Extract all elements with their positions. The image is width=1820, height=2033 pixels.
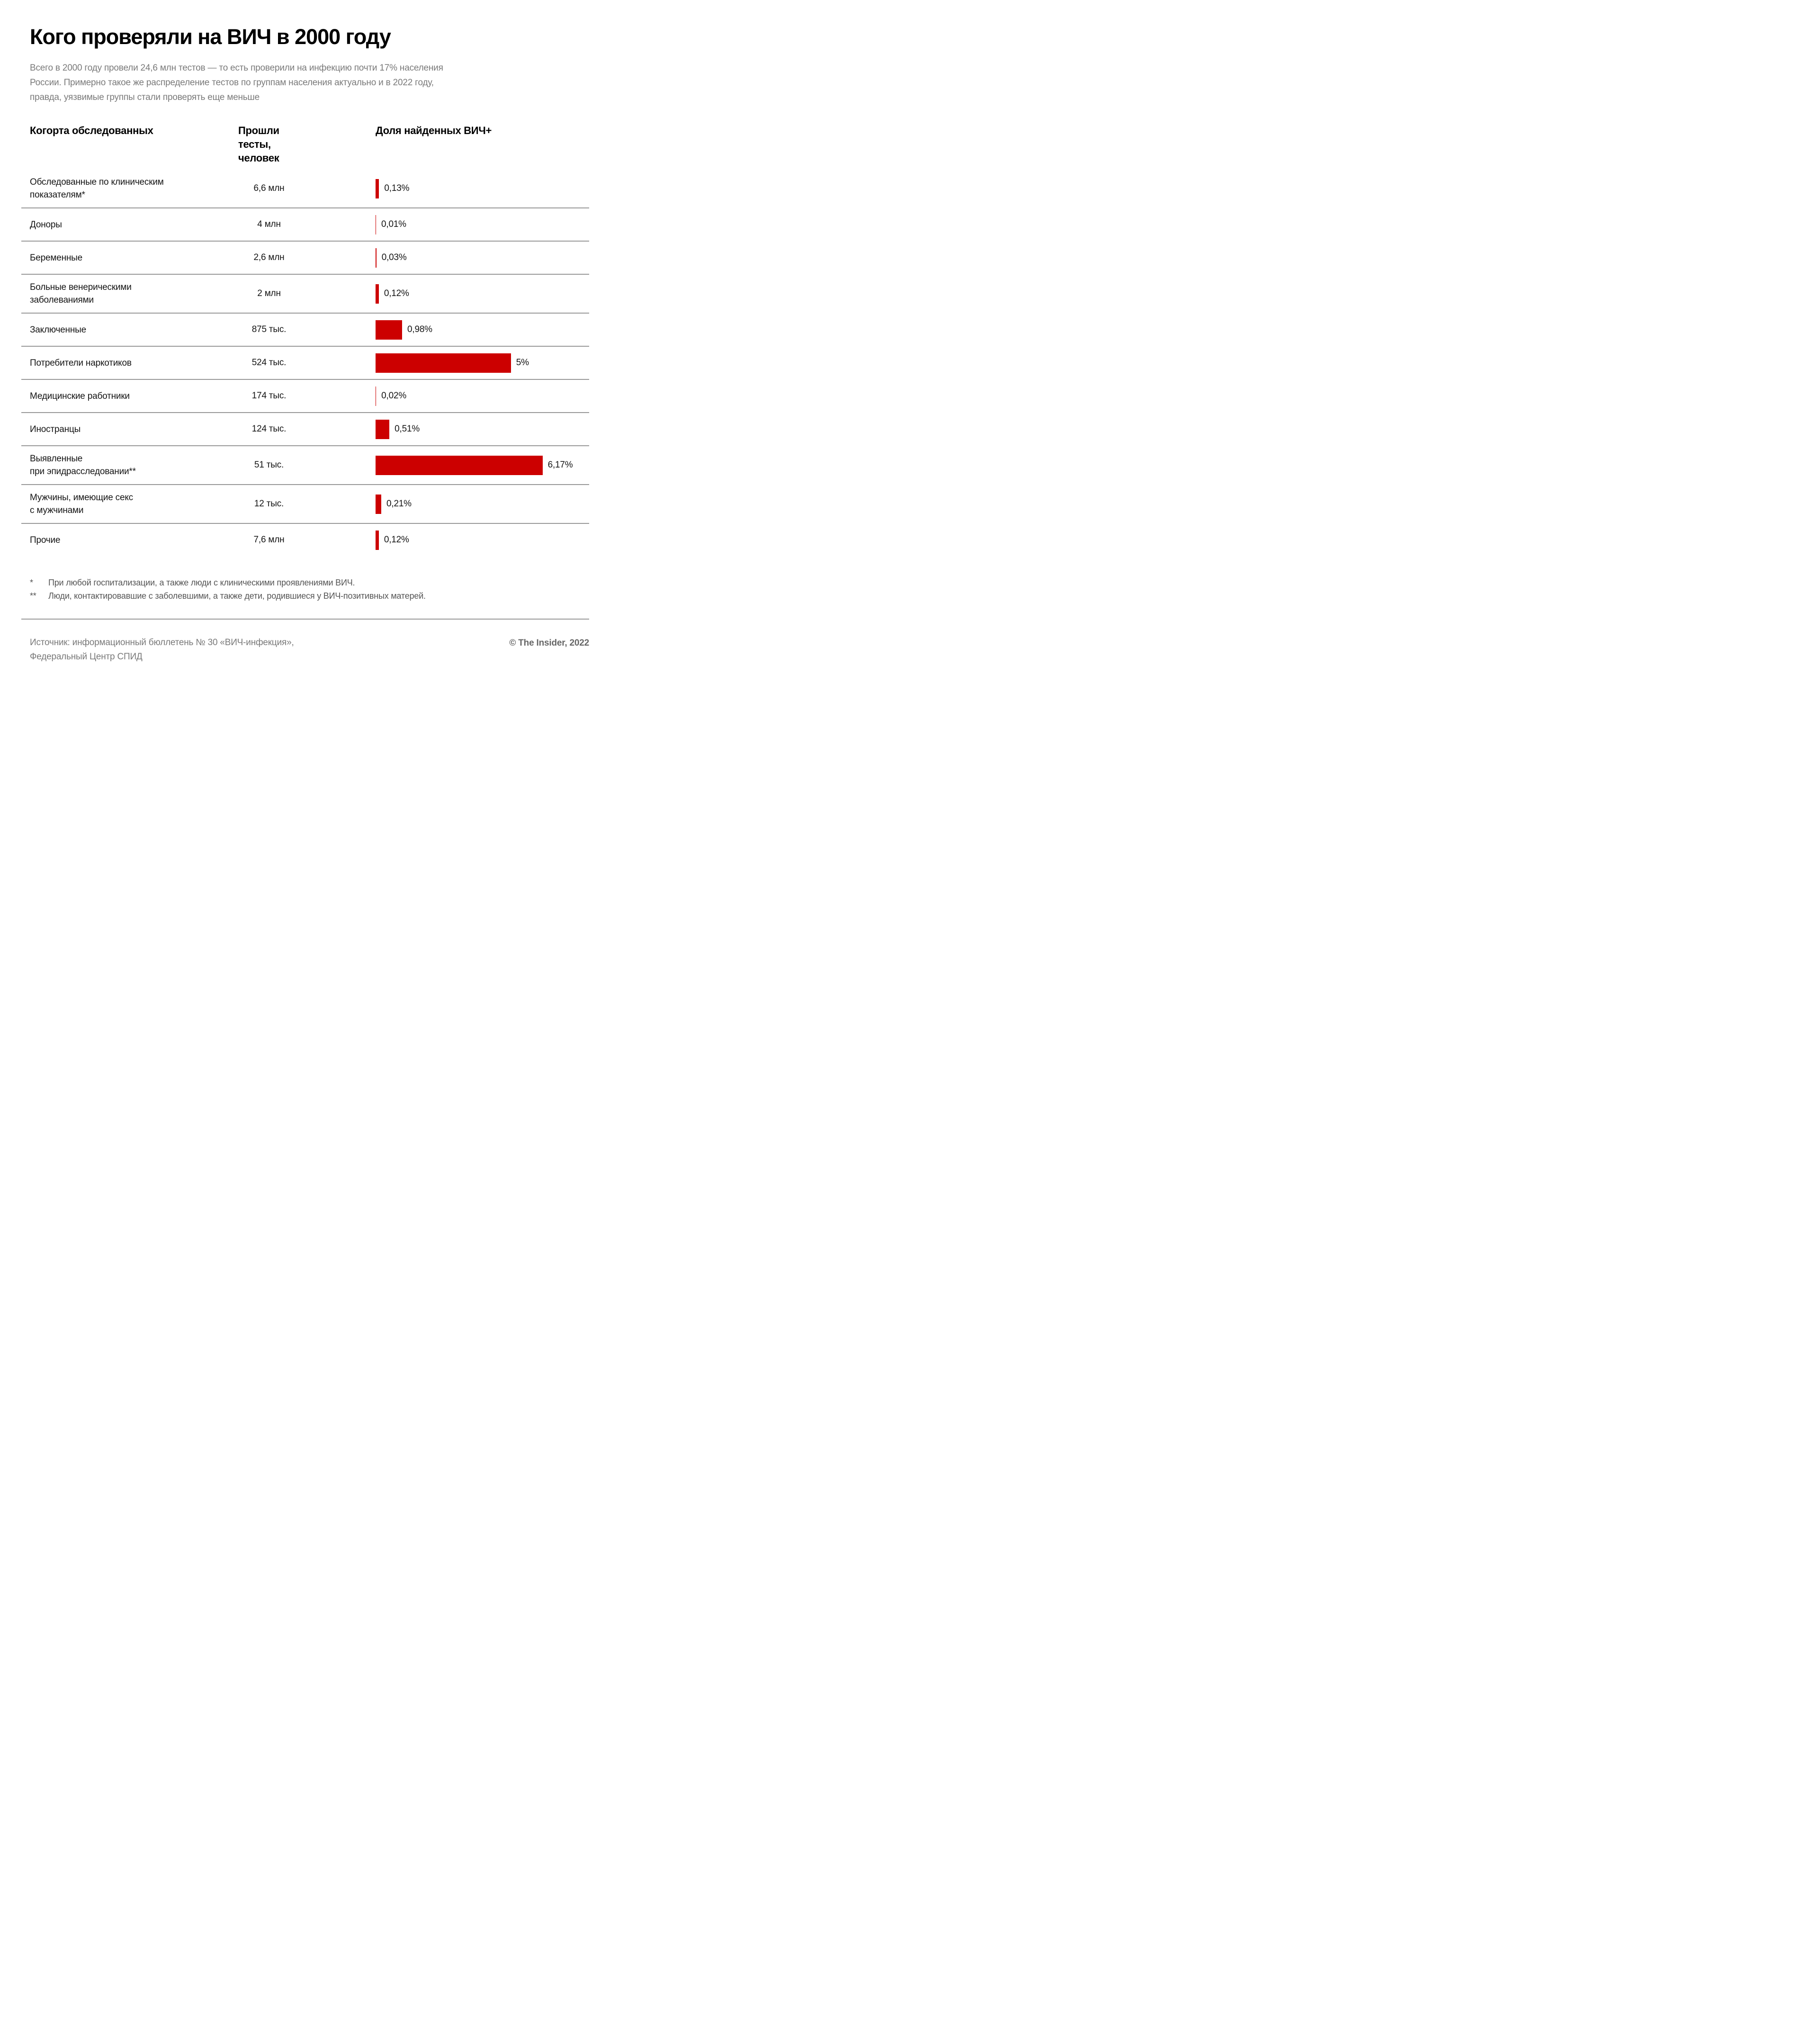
share-percent-label: 5%	[516, 358, 529, 368]
table-header: Когорта обследованных Прошли тесты, чело…	[21, 124, 589, 165]
table-row: Обследованные по клиническим показателям…	[21, 170, 589, 207]
tested-count: 51 тыс.	[254, 460, 284, 470]
table-row: Иностранцы 124 тыс. 0,51%	[21, 412, 589, 445]
table-row: Мужчины, имеющие секс с мужчинами 12 тыс…	[21, 484, 589, 523]
share-bar-cell: 0,12%	[376, 530, 589, 550]
share-bar	[376, 320, 402, 340]
tested-count: 524 тыс.	[251, 358, 287, 368]
footnote-marker: **	[30, 591, 36, 601]
share-bar-cell: 0,03%	[376, 248, 589, 268]
footnote: ** Люди, контактировавшие с заболевшими,…	[30, 589, 589, 603]
share-percent-label: 0,51%	[394, 424, 420, 434]
tested-count: 2,6 млн	[253, 252, 285, 262]
bottom-divider	[21, 619, 589, 620]
credit-text: © The Insider, 2022	[509, 638, 589, 648]
tested-count: 4 млн	[257, 219, 281, 229]
share-bar	[376, 419, 390, 439]
cohort-label: Обследованные по клиническим показателям…	[30, 177, 164, 200]
share-bar-cell: 5%	[376, 353, 589, 373]
share-bar-cell: 0,51%	[376, 419, 589, 439]
table-row: Потребители наркотиков 524 тыс. 5%	[21, 346, 589, 379]
footer: Источник: информационный бюллетень № 30 …	[30, 636, 589, 664]
table-row: Больные венерическими заболеваниями 2 мл…	[21, 274, 589, 313]
infographic-page: Кого проверяли на ВИЧ в 2000 году Всего …	[0, 0, 607, 678]
column-header-tested: Прошли тесты, человек	[238, 125, 279, 164]
share-percent-label: 0,03%	[381, 252, 407, 262]
share-bar-cell: 0,12%	[376, 284, 589, 304]
share-percent-label: 0,02%	[381, 391, 407, 401]
cohort-table: Когорта обследованных Прошли тесты, чело…	[21, 124, 589, 556]
page-title: Кого проверяли на ВИЧ в 2000 году	[30, 25, 391, 49]
footnote: * При любой госпитализации, а также люди…	[30, 576, 589, 589]
footnote-text: При любой госпитализации, а также люди с…	[48, 578, 355, 587]
footnote-marker: *	[30, 578, 33, 587]
share-percent-label: 0,12%	[384, 288, 409, 298]
table-row: Беременные 2,6 млн 0,03%	[21, 241, 589, 274]
footnote-text: Люди, контактировавшие с заболевшими, а …	[48, 591, 426, 601]
tested-count: 2 млн	[257, 288, 281, 298]
table-row: Медицинские работники 174 тыс. 0,02%	[21, 379, 589, 412]
source-text: Источник: информационный бюллетень № 30 …	[30, 638, 294, 662]
share-bar	[376, 284, 379, 304]
share-bar-cell: 0,98%	[376, 320, 589, 340]
cohort-label: Выявленные при эпидрасследовании**	[30, 454, 136, 477]
cohort-label: Больные венерическими заболеваниями	[30, 282, 132, 305]
table-row: Доноры 4 млн 0,01%	[21, 207, 589, 241]
tested-count: 12 тыс.	[254, 499, 284, 509]
share-bar	[376, 353, 511, 373]
share-bar-cell: 0,02%	[376, 386, 589, 406]
subtitle: Всего в 2000 году провели 24,6 млн тесто…	[30, 63, 443, 102]
share-bar-cell: 0,21%	[376, 494, 589, 514]
table-body: Обследованные по клиническим показателям…	[21, 170, 589, 556]
cohort-label: Прочие	[30, 535, 61, 545]
footnotes: * При любой госпитализации, а также люди…	[30, 576, 589, 603]
cohort-label: Медицинские работники	[30, 391, 130, 401]
share-percent-label: 0,98%	[407, 324, 432, 334]
share-percent-label: 0,12%	[384, 535, 409, 545]
table-row: Выявленные при эпидрасследовании** 51 ты…	[21, 445, 589, 484]
column-header-share: Доля найденных ВИЧ+	[376, 125, 492, 136]
share-percent-label: 0,13%	[384, 183, 410, 193]
cohort-label: Иностранцы	[30, 424, 81, 434]
share-bar-cell: 0,13%	[376, 179, 589, 198]
share-bar	[376, 248, 377, 268]
tested-count: 124 тыс.	[251, 424, 287, 434]
cohort-label: Беременные	[30, 252, 83, 263]
cohort-label: Доноры	[30, 219, 62, 230]
table-row: Заключенные 875 тыс. 0,98%	[21, 313, 589, 346]
table-row: Прочие 7,6 млн 0,12%	[21, 523, 589, 556]
share-percent-label: 0,01%	[381, 219, 406, 229]
share-bar-cell: 6,17%	[376, 455, 589, 475]
cohort-label: Заключенные	[30, 324, 86, 335]
share-bar	[376, 530, 379, 550]
share-bar	[376, 455, 543, 475]
share-percent-label: 6,17%	[547, 460, 573, 470]
share-bar	[376, 494, 381, 514]
column-header-cohort: Когорта обследованных	[30, 125, 153, 136]
share-bar-cell: 0,01%	[376, 215, 589, 234]
cohort-label: Потребители наркотиков	[30, 358, 132, 368]
share-bar	[376, 179, 379, 198]
tested-count: 7,6 млн	[253, 535, 285, 545]
tested-count: 174 тыс.	[251, 391, 287, 401]
tested-count: 6,6 млн	[253, 183, 285, 193]
cohort-label: Мужчины, имеющие секс с мужчинами	[30, 493, 133, 515]
tested-count: 875 тыс.	[251, 324, 287, 334]
share-percent-label: 0,21%	[386, 499, 412, 509]
